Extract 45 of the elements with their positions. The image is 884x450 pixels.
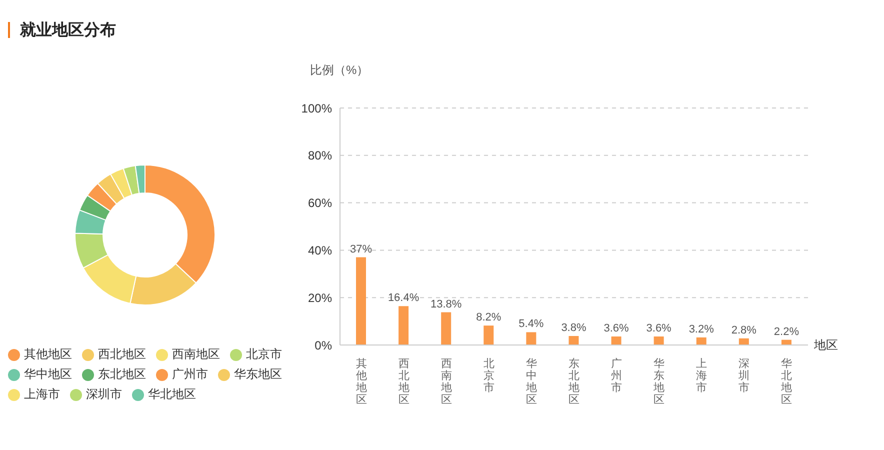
legend-label: 其他地区 <box>24 347 72 361</box>
y-tick-label: 20% <box>308 290 332 305</box>
x-tick-label: 华东地区 <box>652 358 665 406</box>
legend-label: 北京市 <box>246 347 282 361</box>
x-tick-label: 北京市 <box>483 357 494 394</box>
x-tick-label: 西北地区 <box>397 358 410 406</box>
bar <box>484 326 494 345</box>
y-tick-label: 60% <box>308 196 332 210</box>
x-tick-label: 其他地区 <box>354 357 367 406</box>
data-label: 2.8% <box>731 324 757 336</box>
y-tick-label: 100% <box>301 101 332 116</box>
x-tick-label: 东北地区 <box>568 357 580 406</box>
data-label: 3.2% <box>688 323 714 336</box>
x-tick-label: 西南地区 <box>440 358 452 406</box>
y-tick-label: 40% <box>308 243 332 258</box>
chart-title: 就业地区分布 <box>20 20 116 40</box>
y-axis-title: 比例（%） <box>310 63 369 77</box>
bar <box>654 336 664 345</box>
data-label: 3.6% <box>604 322 630 334</box>
x-tick-label: 广州市 <box>611 357 622 394</box>
x-axis-title: 地区 <box>813 338 838 352</box>
bar <box>526 332 536 345</box>
data-label: 5.4% <box>518 318 544 330</box>
bar <box>398 306 409 345</box>
data-label: 16.4% <box>388 292 420 304</box>
bar <box>738 338 749 345</box>
x-tick-label: 深圳市 <box>738 358 750 394</box>
x-tick-label: 上海市 <box>696 357 708 394</box>
data-label: 13.8% <box>430 298 462 310</box>
data-label: 3.8% <box>561 322 586 334</box>
data-label: 2.2% <box>774 326 800 338</box>
data-label: 37% <box>350 243 372 256</box>
y-tick-label: 0% <box>314 338 332 352</box>
legend-label: 西北地区 <box>98 347 146 361</box>
data-label: 3.6% <box>646 322 672 334</box>
bar <box>356 257 366 345</box>
x-tick-label: 华北地区 <box>780 358 792 406</box>
bar <box>696 337 706 345</box>
bar <box>568 336 579 345</box>
bar <box>611 336 622 345</box>
legend-label: 西南地区 <box>172 347 220 361</box>
x-tick-label: 华中地区 <box>524 358 537 406</box>
y-tick-label: 80% <box>308 148 332 163</box>
bar <box>441 312 452 345</box>
data-label: 8.2% <box>476 312 502 324</box>
